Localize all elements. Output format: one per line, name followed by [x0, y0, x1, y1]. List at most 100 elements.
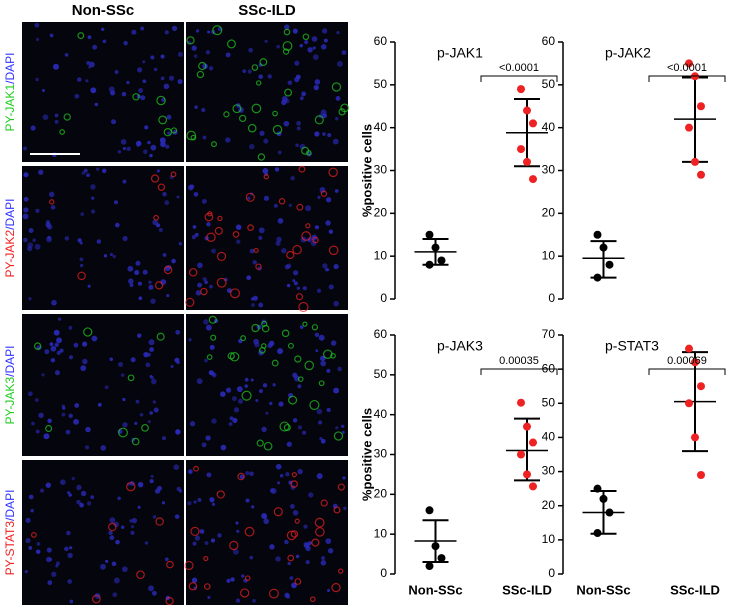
nucleus: [193, 192, 199, 197]
p-value: 0.00035: [499, 355, 539, 367]
nucleus: [30, 508, 34, 513]
nucleus: [211, 418, 217, 424]
nucleus: [87, 501, 92, 506]
nucleus: [246, 275, 252, 281]
nucleus: [158, 228, 163, 233]
nucleus: [150, 55, 155, 60]
nucleus: [303, 524, 308, 529]
nucleus: [307, 47, 313, 53]
nucleus: [284, 24, 290, 30]
nucleus: [261, 426, 267, 432]
stain: [286, 250, 295, 260]
nucleus: [187, 501, 192, 506]
nucleus: [245, 471, 250, 476]
data-point: [593, 230, 602, 239]
stain: [304, 360, 315, 371]
nucleus: [333, 387, 340, 394]
nucleus: [139, 412, 144, 417]
nucleus: [122, 422, 128, 428]
nucleus: [113, 200, 119, 205]
stain: [156, 332, 165, 341]
nucleus: [50, 357, 56, 363]
nucleus: [56, 350, 61, 355]
nucleus: [86, 173, 90, 178]
nucleus: [341, 424, 345, 428]
nucleus: [275, 240, 281, 246]
stain: [268, 588, 279, 599]
nucleus: [263, 195, 270, 201]
nucleus: [304, 542, 310, 549]
nucleus: [248, 47, 254, 53]
y-tick-label: 50: [374, 77, 388, 91]
nucleus: [249, 248, 255, 254]
y-tick-label: 10: [542, 248, 556, 262]
stain: [208, 315, 217, 324]
nucleus: [34, 398, 39, 402]
nucleus: [152, 400, 156, 404]
nucleus: [202, 277, 207, 282]
nucleus: [269, 544, 275, 550]
nucleus: [109, 535, 115, 541]
stain: [223, 111, 230, 118]
nucleus: [109, 252, 113, 257]
stain: [49, 199, 55, 205]
nucleus: [140, 95, 146, 101]
nucleus: [25, 517, 31, 523]
nucleus: [202, 135, 207, 140]
nucleus: [142, 269, 148, 275]
nucleus: [259, 130, 265, 136]
nucleus: [57, 317, 62, 321]
stain: [186, 130, 197, 141]
nucleus: [314, 79, 321, 85]
micrograph: [186, 460, 348, 605]
stain: [91, 594, 101, 604]
nucleus: [204, 541, 209, 545]
row-label: PY-STAT3/DAPI: [3, 490, 17, 576]
nucleus: [286, 594, 291, 599]
row-label-part: /DAPI: [3, 199, 17, 230]
nucleus: [76, 499, 81, 505]
significance-bracket: [480, 368, 558, 375]
nucleus: [326, 407, 331, 413]
stain: [230, 288, 240, 299]
stain: [190, 526, 200, 537]
stain: [292, 244, 302, 255]
stain: [163, 128, 173, 137]
stain: [245, 192, 255, 202]
stain: [118, 427, 128, 438]
nucleus: [295, 554, 300, 559]
nucleus: [44, 349, 50, 355]
y-axis-label: %positive cells: [359, 408, 374, 501]
nucleus: [292, 510, 299, 516]
nucleus: [194, 535, 201, 541]
nucleus: [84, 445, 90, 450]
significance-bracket: [648, 368, 726, 375]
stain: [311, 538, 320, 547]
stain: [263, 441, 273, 451]
nucleus: [274, 167, 280, 172]
p-value: <0.0001: [499, 62, 539, 74]
nucleus: [41, 89, 45, 93]
stain: [77, 32, 85, 40]
p-value: <0.0001: [667, 62, 707, 74]
stain: [237, 472, 245, 481]
stain: [217, 215, 223, 222]
nucleus: [174, 357, 180, 363]
stain: [295, 293, 304, 301]
nucleus: [207, 595, 211, 600]
nucleus: [332, 138, 339, 145]
nucleus: [263, 138, 269, 144]
stain: [312, 236, 319, 244]
nucleus: [259, 389, 263, 394]
nucleus: [281, 99, 287, 106]
y-tick-label: 60: [542, 361, 556, 375]
nucleus: [149, 411, 154, 415]
nucleus: [109, 517, 116, 523]
nucleus: [87, 65, 91, 69]
nucleus: [67, 579, 73, 584]
nucleus: [74, 403, 80, 408]
nucleus: [68, 355, 74, 360]
stain: [185, 297, 195, 307]
nucleus: [53, 63, 59, 70]
stain: [314, 517, 325, 528]
